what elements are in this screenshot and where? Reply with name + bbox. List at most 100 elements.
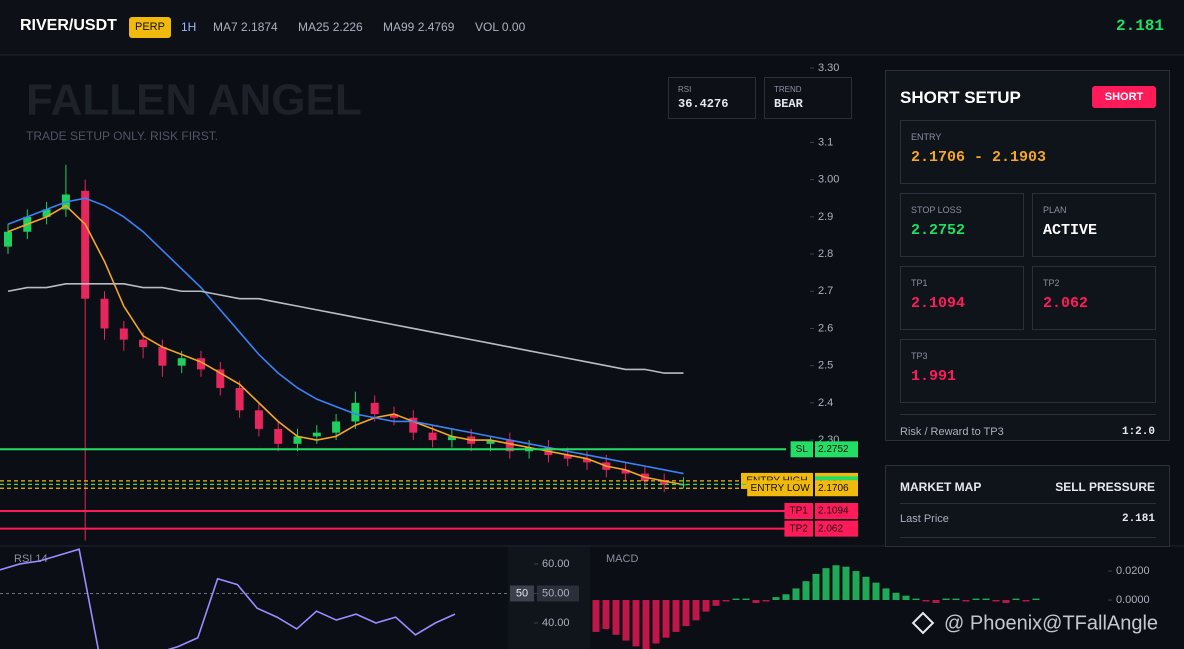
level-name-box: [784, 520, 813, 537]
macd-bar: [692, 600, 700, 621]
macd-bar: [992, 600, 1000, 602]
level-value: 2.062: [818, 523, 843, 534]
y-tick-label: 2.6: [818, 322, 833, 334]
candle-body: [486, 440, 495, 444]
stat-value: BEAR: [774, 97, 803, 111]
stat-label: RSI: [678, 85, 692, 94]
candle-body: [42, 209, 51, 217]
y-tick-label: 50.00: [542, 587, 570, 599]
macd-bar: [852, 571, 860, 601]
level-value: 2.1706: [818, 483, 849, 494]
sl-cell: STOP LOSS 2.2752: [900, 193, 1024, 257]
macd-bar: [642, 600, 650, 649]
level-name-box: [747, 480, 813, 497]
candle-body: [583, 458, 591, 463]
cell-label: ENTRY: [911, 132, 942, 142]
y-tick-label: 3.00: [818, 174, 839, 186]
trend-stat: TREND BEAR: [764, 77, 852, 119]
tp1-cell: TP1 2.1094: [900, 266, 1024, 330]
macd-bar: [762, 600, 770, 602]
candle-body: [370, 402, 379, 415]
level-name: TP2: [790, 523, 809, 534]
macd-bar: [802, 581, 810, 601]
macd-bar: [832, 565, 840, 601]
candle-body: [158, 347, 167, 366]
ma-value: 2.4769: [417, 20, 455, 34]
tick-box: [537, 585, 579, 602]
macd-bar: [912, 598, 920, 601]
candle-body: [100, 298, 109, 329]
level-value-box: [815, 441, 858, 458]
macd-bar: [652, 600, 660, 644]
risk-value: 1:2.0: [1121, 426, 1155, 438]
macd-bar: [972, 598, 980, 601]
level-value: 2.1094: [818, 506, 849, 517]
map-status: SELL PRESSURE: [1055, 480, 1155, 494]
ma-line: [7, 283, 684, 374]
macd-bar: [782, 594, 790, 601]
symbol: RIVER/USDT: [20, 17, 117, 34]
header-bg: [0, 0, 1184, 55]
candle-body: [254, 410, 263, 429]
row-label: Last Price: [900, 513, 949, 525]
plan-cell: PLAN ACTIVE: [1032, 193, 1156, 257]
level-value: 2.2752: [818, 444, 849, 455]
ma25-header: MA25 2.226: [298, 20, 363, 34]
market-map: MARKET MAP SELL PRESSURE Last Price 2.18…: [885, 465, 1170, 547]
ma-name: MA7: [213, 20, 238, 34]
watermark-title: FALLEN ANGEL: [26, 76, 362, 125]
cell-value: 2.1706 - 2.1903: [911, 149, 1047, 166]
cell-label: TP3: [911, 351, 928, 361]
credit: @ Phoenix@TFallAngle: [911, 611, 1158, 635]
candle-body: [505, 440, 514, 452]
macd-bar: [752, 600, 760, 603]
macd-bar: [962, 600, 970, 602]
macd-bar: [932, 600, 940, 603]
macd-bar: [1002, 600, 1010, 603]
level-name: SL: [796, 444, 809, 455]
candle-body: [332, 421, 341, 433]
macd-bar: [982, 598, 990, 601]
cell-value: 2.062: [1043, 295, 1089, 312]
rsi-line: [0, 548, 456, 649]
ma-name: MA25: [298, 20, 330, 34]
divider: [900, 414, 1156, 415]
level-name: TP1: [790, 506, 809, 517]
side-button[interactable]: SHORT: [1092, 86, 1156, 108]
macd-bar: [872, 582, 880, 601]
y-tick-label: 0.0000: [1116, 594, 1150, 606]
macd-bar: [722, 600, 730, 602]
macd-bar: [882, 588, 890, 601]
candle-body: [119, 328, 128, 340]
volume: VOL 0.00: [475, 20, 526, 34]
y-tick-label: 2.7: [818, 285, 833, 297]
y-tick-label: 2.8: [818, 248, 833, 260]
macd-bar: [1022, 600, 1030, 602]
macd-bar: [1032, 598, 1040, 601]
macd-bar: [712, 600, 720, 606]
stat-value: 36.4276: [678, 97, 729, 111]
macd-bar: [672, 600, 680, 632]
candle-body: [390, 414, 398, 418]
macd-bar: [772, 597, 780, 601]
rsi-title: RSI 14: [14, 553, 48, 565]
cell-label: TP1: [911, 278, 928, 288]
watermark-subtitle: TRADE SETUP ONLY. RISK FIRST.: [26, 129, 218, 143]
ma-line: [7, 204, 684, 486]
credit-logo: [911, 611, 935, 635]
macd-bar: [922, 600, 930, 602]
cell-label: STOP LOSS: [911, 205, 962, 215]
level-value-box: [815, 520, 858, 537]
y-tick-label: 60.00: [542, 558, 570, 570]
entry-cell: ENTRY 2.1706 - 2.1903: [900, 120, 1156, 184]
candle-body: [351, 402, 360, 422]
cell-value: ACTIVE: [1043, 222, 1098, 239]
ma-value: 2.1874: [241, 20, 278, 34]
macd-title: MACD: [606, 553, 638, 565]
candle-body: [235, 387, 244, 411]
macd-bar: [842, 566, 850, 601]
candle-body: [274, 428, 283, 444]
cell-value: 2.1094: [911, 295, 966, 312]
